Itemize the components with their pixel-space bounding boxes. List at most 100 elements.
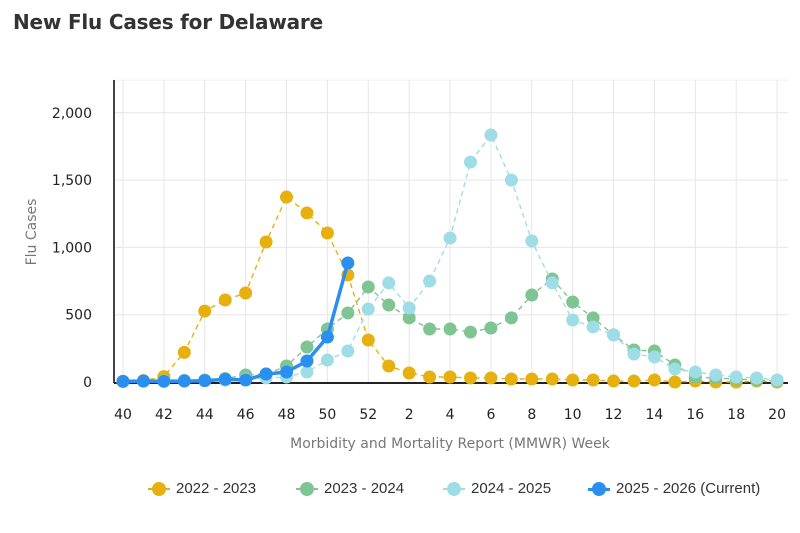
data-point[interactable] xyxy=(504,311,518,325)
data-point[interactable] xyxy=(463,325,477,339)
data-point[interactable] xyxy=(504,372,518,386)
series-layer xyxy=(116,128,784,389)
data-point[interactable] xyxy=(443,322,457,336)
data-point[interactable] xyxy=(709,368,723,382)
data-point[interactable] xyxy=(566,295,580,309)
data-point[interactable] xyxy=(239,286,253,300)
data-point[interactable] xyxy=(361,302,375,316)
data-point[interactable] xyxy=(443,370,457,384)
legend-item[interactable]: 2023 - 2024 xyxy=(296,480,404,497)
data-point[interactable] xyxy=(484,321,498,335)
data-point[interactable] xyxy=(750,371,764,385)
data-point[interactable] xyxy=(647,350,661,364)
legend-marker-icon xyxy=(588,481,610,496)
x-tick-label: 4 xyxy=(446,407,455,423)
data-point[interactable] xyxy=(668,375,682,389)
x-tick-label: 46 xyxy=(237,407,255,423)
data-point[interactable] xyxy=(607,374,621,388)
data-point[interactable] xyxy=(361,333,375,347)
data-point[interactable] xyxy=(402,311,416,325)
data-point[interactable] xyxy=(259,367,273,381)
data-point[interactable] xyxy=(300,206,314,220)
data-point[interactable] xyxy=(177,374,191,388)
legend-label: 2022 - 2023 xyxy=(176,480,257,497)
data-point[interactable] xyxy=(320,353,334,367)
data-point[interactable] xyxy=(545,276,559,290)
data-point[interactable] xyxy=(382,298,396,312)
data-point[interactable] xyxy=(341,344,355,358)
data-point[interactable] xyxy=(198,374,212,388)
data-point[interactable] xyxy=(545,372,559,386)
data-point[interactable] xyxy=(423,370,437,384)
data-point[interactable] xyxy=(525,288,539,302)
data-point[interactable] xyxy=(688,365,702,379)
y-tick-label: 1,500 xyxy=(52,173,92,189)
legend-item[interactable]: 2024 - 2025 xyxy=(443,480,551,497)
data-point[interactable] xyxy=(566,373,580,387)
data-point[interactable] xyxy=(770,373,784,387)
data-point[interactable] xyxy=(586,320,600,334)
data-point[interactable] xyxy=(300,354,314,368)
data-point[interactable] xyxy=(423,322,437,336)
data-point[interactable] xyxy=(320,226,334,240)
data-point[interactable] xyxy=(566,313,580,327)
data-point[interactable] xyxy=(341,256,355,270)
x-axis-label: Morbidity and Mortality Report (MMWR) We… xyxy=(290,436,611,452)
x-tick-label: 14 xyxy=(646,407,664,423)
data-point[interactable] xyxy=(198,304,212,318)
data-point[interactable] xyxy=(402,366,416,380)
data-point[interactable] xyxy=(627,374,641,388)
data-point[interactable] xyxy=(239,373,253,387)
data-point[interactable] xyxy=(525,234,539,248)
data-point[interactable] xyxy=(607,328,621,342)
legend: 2022 - 2023 2023 - 2024 2024 - 2025 2025 - … xyxy=(0,480,800,508)
data-point[interactable] xyxy=(484,128,498,142)
data-point[interactable] xyxy=(300,340,314,354)
grid xyxy=(114,79,788,382)
data-point[interactable] xyxy=(280,365,294,379)
data-point[interactable] xyxy=(361,280,375,294)
data-point[interactable] xyxy=(729,370,743,384)
data-point[interactable] xyxy=(280,190,294,204)
legend-label: 2025 - 2026 (Current) xyxy=(616,480,761,497)
data-point[interactable] xyxy=(463,155,477,169)
data-point[interactable] xyxy=(382,276,396,290)
data-point[interactable] xyxy=(586,311,600,325)
data-point[interactable] xyxy=(668,362,682,376)
data-point[interactable] xyxy=(443,231,457,245)
data-point[interactable] xyxy=(116,374,130,388)
x-tick-label: 12 xyxy=(605,407,623,423)
data-point[interactable] xyxy=(647,373,661,387)
x-tick-label: 40 xyxy=(114,407,132,423)
data-point[interactable] xyxy=(525,372,539,386)
data-point[interactable] xyxy=(341,306,355,320)
x-tick-label: 20 xyxy=(768,407,786,423)
legend-item[interactable]: 2025 - 2026 (Current) xyxy=(588,480,760,497)
data-point[interactable] xyxy=(218,372,232,386)
legend-label: 2024 - 2025 xyxy=(471,480,552,497)
data-point[interactable] xyxy=(402,301,416,315)
y-tick-label: 2,000 xyxy=(52,106,92,122)
data-point[interactable] xyxy=(382,359,396,373)
x-tick-label: 6 xyxy=(486,407,495,423)
data-point[interactable] xyxy=(320,330,334,344)
x-tick-label: 42 xyxy=(155,407,173,423)
data-point[interactable] xyxy=(300,365,314,379)
data-point[interactable] xyxy=(484,371,498,385)
data-point[interactable] xyxy=(136,374,150,388)
y-axis-label: Flu Cases xyxy=(24,199,40,266)
data-point[interactable] xyxy=(463,371,477,385)
data-point[interactable] xyxy=(177,345,191,359)
data-point[interactable] xyxy=(259,235,273,249)
data-point[interactable] xyxy=(218,293,232,307)
data-point[interactable] xyxy=(504,173,518,187)
y-tick-label: 500 xyxy=(65,308,92,324)
y-tick-label: 1,000 xyxy=(52,240,92,256)
data-point[interactable] xyxy=(586,373,600,387)
data-point[interactable] xyxy=(627,347,641,361)
series-2025-2026-current xyxy=(116,256,355,388)
legend-item[interactable]: 2022 - 2023 xyxy=(148,480,256,497)
series-line xyxy=(122,278,778,382)
data-point[interactable] xyxy=(157,374,171,388)
data-point[interactable] xyxy=(423,274,437,288)
